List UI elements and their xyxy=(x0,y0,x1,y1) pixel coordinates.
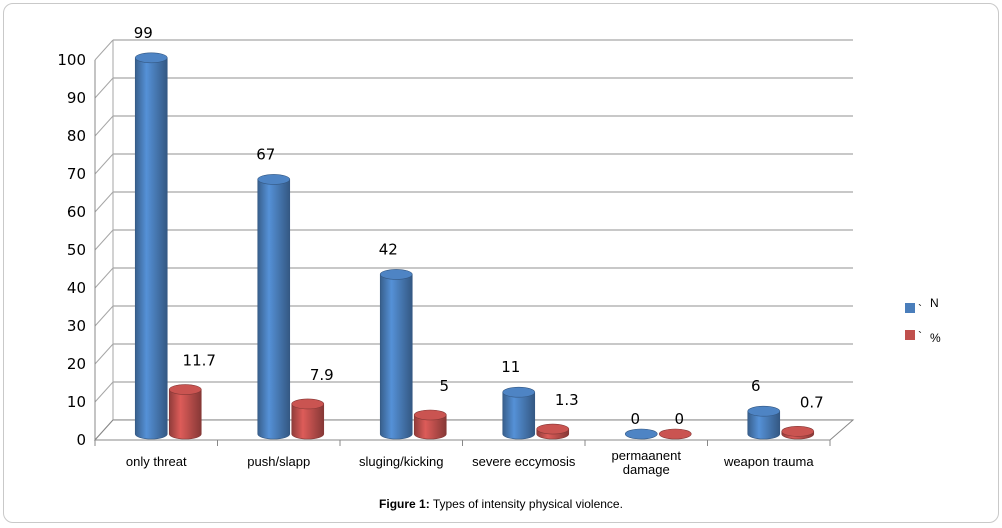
bar-top xyxy=(413,409,447,421)
bar-top xyxy=(536,423,570,435)
bar-body xyxy=(257,179,291,440)
bar-percent: 5 xyxy=(413,377,449,440)
gridline-depth xyxy=(94,381,114,403)
bar-top xyxy=(168,384,202,395)
bar-percent: 1.3 xyxy=(536,391,579,440)
caption-text: Types of intensity physical violence. xyxy=(432,497,623,511)
bar-body xyxy=(502,391,536,440)
gridline-depth xyxy=(94,229,114,251)
y-tick-label: 70 xyxy=(67,165,86,183)
x-category-label-line: sluging/kicking xyxy=(359,454,444,469)
bar-body xyxy=(134,57,168,440)
bar-top xyxy=(502,386,536,398)
y-tick-label: 0 xyxy=(76,431,86,449)
data-label: 42 xyxy=(379,240,398,258)
y-tick-label: 100 xyxy=(57,51,86,69)
gridline-depth xyxy=(94,115,114,137)
data-label: 0 xyxy=(630,410,640,428)
bar-n: 11 xyxy=(501,358,536,440)
bar-percent: 0.7 xyxy=(781,393,824,440)
bar-n: 99 xyxy=(134,24,168,440)
y-tick-label: 80 xyxy=(67,127,86,145)
chart-floor xyxy=(93,419,855,441)
legend-label: % xyxy=(930,331,941,345)
bar-percent: 7.9 xyxy=(291,366,334,440)
legend-marker: ` xyxy=(918,329,922,343)
bar-n: 42 xyxy=(379,240,413,440)
bar-body xyxy=(747,410,781,440)
x-category-label-line: weapon trauma xyxy=(723,454,814,469)
y-tick-label: 50 xyxy=(67,241,86,259)
x-category-label-line: damage xyxy=(623,462,670,477)
data-label: 5 xyxy=(439,377,449,395)
bar-n: 0 xyxy=(624,410,658,440)
x-category-label: permaanent damage xyxy=(612,448,682,477)
gridline-depth xyxy=(94,39,114,61)
data-label: 0.7 xyxy=(800,393,824,411)
bar-top xyxy=(291,398,325,410)
caption-label: Figure 1: xyxy=(379,497,430,511)
bar-percent: 11.7 xyxy=(168,352,216,440)
bar-n: 67 xyxy=(256,145,291,440)
x-category-label: severe eccymosis xyxy=(472,454,576,469)
gridline-depth xyxy=(94,153,114,175)
data-label: 6 xyxy=(751,377,761,395)
legend-swatch xyxy=(905,330,915,340)
bars-group: 99 11.7 67 7.9 42 5 11 1.3 0 0 6 0.7 xyxy=(134,24,824,440)
gridline-depth xyxy=(94,343,114,365)
bar-n: 6 xyxy=(747,377,781,440)
gridline-depth xyxy=(94,305,114,327)
bar-top xyxy=(747,405,781,417)
x-category-label-line: severe eccymosis xyxy=(472,454,576,469)
x-category-label: only threat xyxy=(126,454,187,469)
data-label: 0 xyxy=(674,410,684,428)
legend-label: N xyxy=(930,296,939,310)
gridline-depth xyxy=(94,77,114,99)
bar-top xyxy=(781,426,815,437)
legend: ` N `% xyxy=(905,296,941,345)
bar-top xyxy=(624,428,658,440)
data-label: 99 xyxy=(134,24,153,42)
bar-top xyxy=(134,52,168,64)
figure-caption: Figure 1: Types of intensity physical vi… xyxy=(0,497,1002,511)
y-tick-label: 20 xyxy=(67,355,86,373)
data-label: 67 xyxy=(256,145,275,163)
x-category-label: weapon trauma xyxy=(723,454,814,469)
data-label: 11.7 xyxy=(183,352,216,370)
x-category-label-line: permaanent xyxy=(612,448,682,463)
legend-swatch xyxy=(905,303,915,313)
y-tick-label: 10 xyxy=(67,393,86,411)
data-label: 1.3 xyxy=(555,391,579,409)
legend-marker: ` xyxy=(918,302,922,316)
x-category-label: push/slapp xyxy=(247,454,310,469)
bar-body xyxy=(413,414,447,440)
data-label: 11 xyxy=(501,358,520,376)
data-label: 7.9 xyxy=(310,366,334,384)
y-tick-label: 30 xyxy=(67,317,86,335)
y-tick-label: 40 xyxy=(67,279,86,297)
bar-top xyxy=(658,428,692,440)
x-category-label-line: push/slapp xyxy=(247,454,310,469)
x-category-label: sluging/kicking xyxy=(359,454,444,469)
y-tick-label: 60 xyxy=(67,203,86,221)
bar-body xyxy=(291,403,325,440)
y-tick-label: 90 xyxy=(67,89,86,107)
gridline-depth xyxy=(94,267,114,289)
x-category-label-line: only threat xyxy=(126,454,187,469)
gridline-depth xyxy=(94,191,114,213)
bar-top xyxy=(257,174,291,185)
bar-top xyxy=(379,269,413,280)
bar-body xyxy=(379,274,413,440)
bar-percent: 0 xyxy=(658,410,692,440)
bar-body xyxy=(168,389,202,440)
